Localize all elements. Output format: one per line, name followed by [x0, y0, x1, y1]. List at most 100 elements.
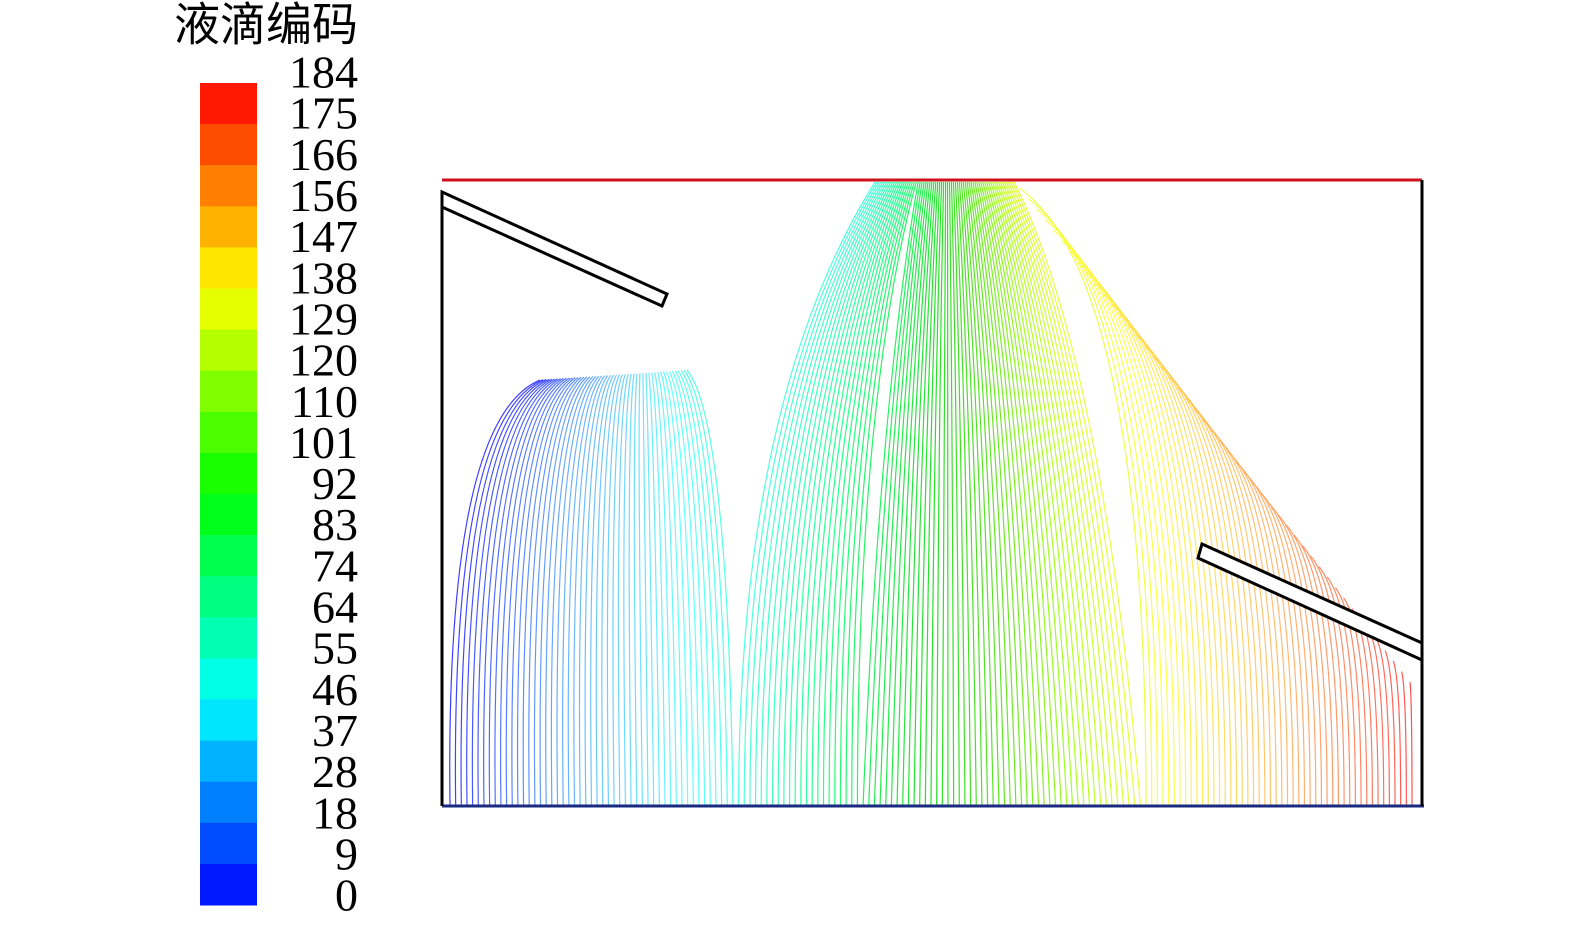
- trajectory: [980, 181, 1045, 806]
- trajectory: [665, 371, 694, 806]
- left-baffle: [440, 189, 669, 309]
- colorbar-band: [200, 863, 257, 906]
- trajectory: [645, 372, 655, 806]
- trajectory: [505, 377, 570, 806]
- trajectory: [962, 181, 994, 806]
- trajectory: [567, 375, 603, 806]
- trajectory: [984, 181, 1057, 806]
- colorbar-band: [200, 247, 257, 289]
- colorbar-tick-label: 83: [312, 499, 358, 550]
- trajectory: [896, 181, 931, 806]
- colorbar-band: [200, 658, 257, 700]
- trajectory: [528, 376, 582, 806]
- right-baffle: [1196, 541, 1424, 663]
- trajectory: [466, 378, 550, 806]
- trajectory: [839, 181, 911, 806]
- trajectory: [1359, 618, 1379, 806]
- trajectory: [578, 375, 609, 806]
- trajectory: [913, 181, 937, 806]
- trajectory: [800, 181, 898, 806]
- colorbar-tick-label: 166: [289, 129, 358, 180]
- trajectory: [1013, 181, 1141, 806]
- trajectory: [1007, 181, 1124, 806]
- trajectory: [648, 372, 660, 806]
- trajectory: [1227, 450, 1289, 806]
- trajectory: [805, 181, 900, 806]
- trajectory: [539, 376, 588, 806]
- trajectory: [633, 373, 638, 806]
- colorbar-band: [200, 452, 257, 495]
- trajectory: [683, 370, 728, 806]
- trajectory: [754, 181, 882, 806]
- colorbar-band: [200, 329, 257, 372]
- colorbar-tick-label: 120: [289, 335, 358, 386]
- trajectory: [1243, 471, 1300, 806]
- trajectory: [749, 181, 880, 806]
- trajectory: [550, 376, 594, 806]
- colorbar-tick-label: 147: [289, 211, 358, 262]
- colorbar-tick-label: 46: [312, 664, 358, 715]
- trajectory: [974, 181, 1028, 806]
- trajectory: [1001, 181, 1108, 806]
- trajectory: [988, 181, 1068, 806]
- trajectory: [573, 375, 606, 806]
- trajectory: [617, 373, 629, 806]
- trajectory: [783, 181, 892, 806]
- colorbar-band: [200, 370, 257, 413]
- trajectory: [1384, 650, 1396, 806]
- trajectory: [924, 181, 941, 806]
- trajectory: [686, 369, 734, 806]
- trajectory: [1318, 566, 1351, 806]
- trajectory: [907, 181, 935, 806]
- trajectories: [449, 181, 1413, 806]
- trajectory: [674, 370, 711, 806]
- colorbar-band: [200, 781, 257, 824]
- trajectory: [976, 181, 1034, 806]
- trajectory: [997, 181, 1096, 806]
- trajectory: [494, 377, 564, 806]
- colorbar-band: [200, 494, 257, 536]
- trajectory: [966, 181, 1006, 806]
- trajectory: [660, 371, 683, 806]
- trajectory: [902, 181, 933, 806]
- trajectory: [584, 374, 612, 806]
- trajectory: [811, 181, 902, 806]
- trajectory: [743, 181, 878, 806]
- trajectory: [958, 181, 983, 806]
- trajectory: [970, 181, 1017, 806]
- trajectory: [968, 181, 1011, 806]
- trajectory: [999, 181, 1102, 806]
- colorbar-tick-label: 37: [312, 705, 358, 756]
- trajectory: [771, 181, 888, 806]
- trajectory: [1285, 524, 1328, 806]
- colorbar-tick-label: 129: [289, 293, 358, 344]
- colorbar-band: [200, 288, 257, 331]
- trajectory: [1301, 545, 1340, 806]
- trajectory: [996, 181, 1091, 806]
- trajectory: [919, 181, 939, 806]
- trajectory: [794, 181, 896, 806]
- trajectory: [500, 377, 567, 806]
- trajectory: [454, 379, 544, 806]
- trajectory: [788, 181, 894, 806]
- trajectory: [483, 378, 558, 806]
- trajectory: [1392, 660, 1402, 806]
- colorbar-ticks: 1841751661561471381291201101019283746455…: [289, 47, 358, 921]
- trajectory: [1409, 681, 1413, 806]
- trajectory: [834, 181, 909, 806]
- trajectory: [954, 181, 972, 806]
- trajectory: [972, 181, 1023, 806]
- colorbar-tick-label: 184: [289, 47, 358, 98]
- trajectory: [668, 371, 700, 806]
- trajectory: [817, 181, 904, 806]
- trajectory: [1011, 181, 1136, 806]
- trajectory: [1110, 303, 1209, 806]
- trajectory: [952, 181, 966, 806]
- trajectory: [930, 181, 943, 806]
- colorbar-band: [200, 617, 257, 659]
- trajectory: [556, 375, 597, 806]
- trajectory: [982, 181, 1051, 806]
- trajectory: [990, 181, 1074, 806]
- trajectory: [1326, 576, 1357, 806]
- trajectory: [950, 181, 960, 806]
